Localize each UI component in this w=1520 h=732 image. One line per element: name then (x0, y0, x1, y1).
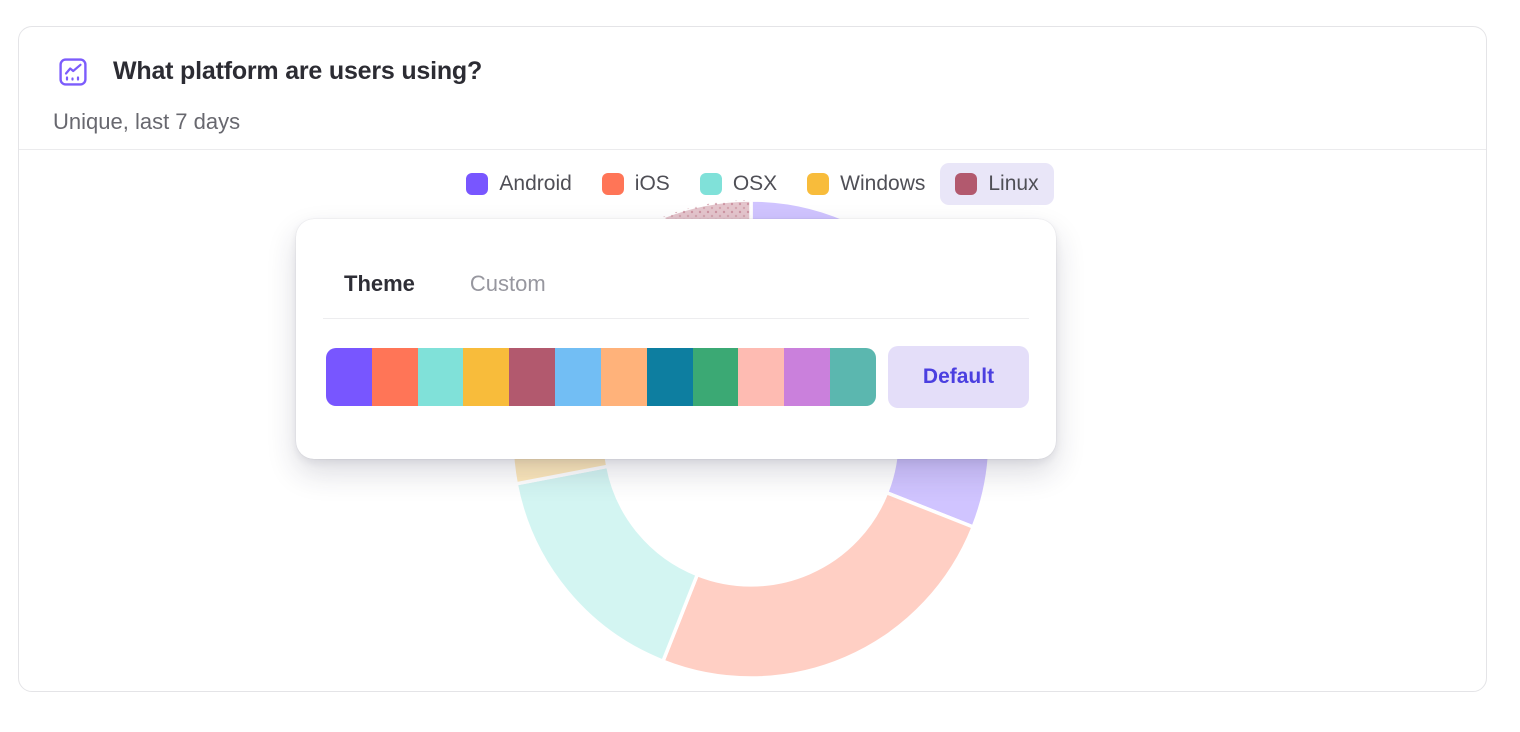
card-subtitle: Unique, last 7 days (53, 109, 241, 134)
legend-item-android[interactable]: Android (451, 163, 586, 205)
palette-color-swatch-7[interactable] (600, 348, 647, 406)
legend-label: Linux (988, 172, 1039, 195)
legend-item-osx[interactable]: OSX (685, 163, 792, 205)
palette-color-swatch-10[interactable] (738, 348, 785, 406)
palette-color-swatch-5[interactable] (509, 348, 556, 406)
header-divider (19, 149, 1486, 150)
card-title: What platform are users using? (113, 57, 483, 85)
palette-color-swatch-8[interactable] (646, 348, 693, 406)
donut-slice-ios[interactable] (661, 490, 975, 680)
legend-item-linux[interactable]: Linux (940, 163, 1054, 205)
popover-tabs: Theme Custom (344, 271, 546, 297)
palette-color-swatch-11[interactable] (784, 348, 831, 406)
legend-label: Windows (840, 172, 926, 195)
insights-card: What platform are users using? Unique, l… (18, 26, 1487, 692)
default-theme-button[interactable]: Default (888, 346, 1029, 408)
legend-color-swatch[interactable] (699, 173, 722, 195)
legend-label: OSX (732, 172, 778, 195)
insights-chart-icon (59, 57, 87, 86)
palette-color-swatch-2[interactable] (371, 348, 418, 406)
palette-color-swatch-6[interactable] (555, 348, 601, 406)
legend-color-swatch[interactable] (955, 173, 978, 195)
palette-color-swatch-12[interactable] (830, 348, 876, 406)
popover-content-row: Default (326, 346, 1029, 408)
chart-legend: Android iOS OSX Windows Linux (19, 163, 1486, 205)
theme-palette (326, 348, 876, 406)
donut-slice-osx[interactable] (514, 464, 700, 663)
legend-label: iOS (634, 172, 670, 195)
palette-color-swatch-1[interactable] (326, 348, 372, 406)
popover-tab-custom[interactable]: Custom (469, 271, 546, 296)
color-theme-popover: Theme Custom Default (296, 219, 1056, 459)
legend-item-windows[interactable]: Windows (792, 163, 940, 205)
legend-color-swatch[interactable] (466, 173, 489, 195)
palette-color-swatch-3[interactable] (417, 348, 464, 406)
legend-color-swatch[interactable] (601, 173, 624, 195)
card-header: What platform are users using? (59, 57, 482, 86)
palette-color-swatch-4[interactable] (463, 348, 510, 406)
legend-item-ios[interactable]: iOS (587, 163, 685, 205)
palette-color-swatch-9[interactable] (692, 348, 739, 406)
popover-tab-theme[interactable]: Theme (344, 271, 415, 296)
legend-label: Android (499, 172, 572, 195)
popover-divider (323, 318, 1029, 319)
legend-color-swatch[interactable] (807, 173, 830, 195)
